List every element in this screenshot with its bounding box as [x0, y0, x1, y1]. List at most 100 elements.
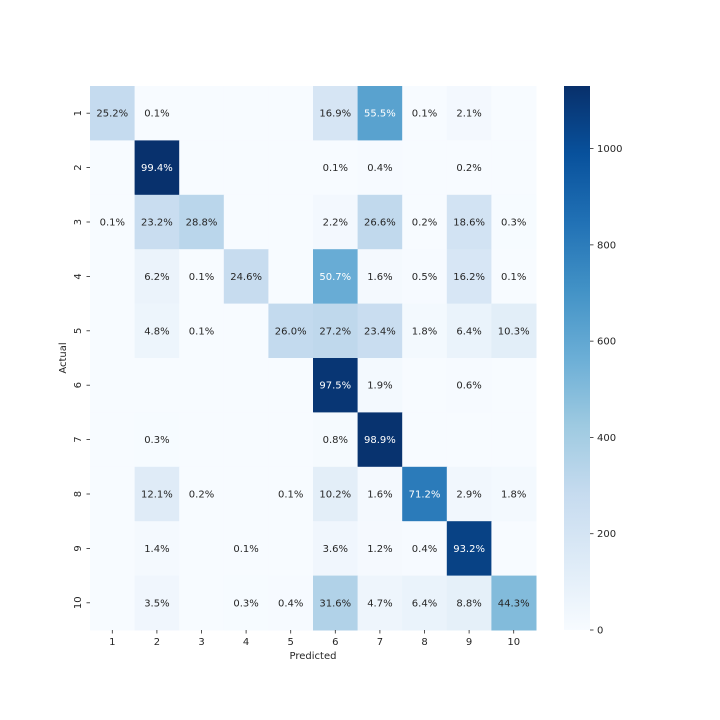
heatmap-cell — [90, 194, 136, 250]
cell-value-label: 71.2% — [409, 490, 441, 501]
heatmap-cell — [357, 358, 403, 413]
heatmap-cell — [134, 412, 180, 468]
cell-value-label: 1.9% — [367, 381, 392, 392]
cell-value-label: 6.4% — [456, 326, 481, 337]
heatmap-cell — [268, 303, 314, 359]
cell-value-label: 0.5% — [412, 272, 437, 283]
y-tick-label: 6 — [73, 382, 84, 388]
cell-value-label: 0.1% — [189, 326, 214, 337]
heatmap-cell — [402, 412, 448, 468]
heatmap-cell — [90, 412, 136, 468]
heatmap-cell — [90, 249, 136, 305]
heatmap-cell — [491, 412, 537, 468]
cell-value-label: 26.0% — [275, 326, 307, 337]
heatmap-cell — [179, 466, 225, 522]
heatmap-cell — [134, 575, 180, 631]
heatmap-cell — [313, 575, 359, 631]
cell-value-label: 93.2% — [453, 544, 485, 555]
cell-value-label: 0.1% — [100, 218, 125, 229]
heatmap-cell — [179, 86, 225, 141]
colorbar-tick-label: 200 — [597, 529, 616, 540]
heatmap-cell — [90, 86, 136, 141]
heatmap-cell — [313, 86, 359, 141]
colorbar-tick-label: 800 — [597, 240, 616, 251]
x-tick-label: 5 — [288, 637, 294, 648]
cell-value-label: 27.2% — [319, 326, 351, 337]
heatmap-cell — [402, 303, 448, 359]
heatmap-cell — [179, 575, 225, 631]
heatmap-cell — [446, 466, 492, 522]
heatmap-cell — [268, 86, 314, 141]
cell-value-label: 0.1% — [323, 163, 348, 174]
cell-value-label: 0.1% — [412, 109, 437, 120]
heatmap-cell — [90, 521, 136, 577]
heatmap-cell — [313, 466, 359, 522]
y-tick-label: 3 — [73, 219, 84, 225]
colorbar-tick-label: 1000 — [597, 144, 622, 155]
heatmap-cell — [491, 303, 537, 359]
heatmap-cell — [491, 140, 537, 196]
heatmap-cell — [268, 194, 314, 250]
heatmap-cell — [446, 412, 492, 468]
heatmap-cell — [134, 521, 180, 577]
heatmap-cell — [134, 466, 180, 522]
heatmap-cell — [313, 358, 359, 413]
cell-value-label: 97.5% — [319, 381, 351, 392]
heatmap-cell — [446, 358, 492, 413]
heatmap-cell — [313, 521, 359, 577]
heatmap-cell — [223, 521, 269, 577]
cell-value-label: 16.2% — [453, 272, 485, 283]
heatmap-cell — [313, 249, 359, 305]
cell-value-label: 44.3% — [498, 598, 530, 609]
heatmap-cell — [179, 194, 225, 250]
y-tick-label: 7 — [73, 436, 84, 442]
cell-value-label: 10.3% — [498, 326, 530, 337]
heatmap-cell — [402, 521, 448, 577]
heatmap-cell — [491, 575, 537, 631]
heatmap-cell — [491, 521, 537, 577]
heatmap-cell — [402, 249, 448, 305]
heatmap-cell — [313, 140, 359, 196]
heatmap-cell — [268, 575, 314, 631]
cell-value-label: 0.1% — [144, 109, 169, 120]
x-tick-label: 4 — [243, 637, 249, 648]
cell-value-label: 6.4% — [412, 598, 437, 609]
heatmap-cell — [90, 358, 136, 413]
heatmap-cell — [179, 412, 225, 468]
heatmap-cell — [491, 466, 537, 522]
heatmap-cell — [134, 249, 180, 305]
heatmap-cell — [223, 358, 269, 413]
cell-value-label: 2.1% — [456, 109, 481, 120]
heatmap-cell — [402, 358, 448, 413]
cell-value-label: 25.2% — [96, 109, 128, 120]
cell-value-label: 1.8% — [501, 490, 526, 501]
cell-value-label: 8.8% — [456, 598, 481, 609]
heatmap-cell — [134, 358, 180, 413]
heatmap-cell — [313, 412, 359, 468]
x-tick-label: 9 — [466, 637, 472, 648]
y-axis-ticks: 1 2 3 4 5 6 7 8 9 10 — [73, 110, 90, 609]
y-tick-label: 10 — [73, 596, 84, 609]
cell-value-label: 0.1% — [278, 490, 303, 501]
heatmap-cell — [223, 575, 269, 631]
heatmap-cell — [223, 249, 269, 305]
cell-value-label: 0.1% — [189, 272, 214, 283]
cell-value-label: 0.4% — [278, 598, 303, 609]
cell-value-label: 0.3% — [233, 598, 258, 609]
cell-value-label: 31.6% — [319, 598, 351, 609]
y-tick-label: 1 — [73, 110, 84, 116]
x-tick-label: 1 — [109, 637, 115, 648]
cell-value-label: 4.7% — [367, 598, 392, 609]
cell-value-label: 16.9% — [319, 109, 351, 120]
cell-value-label: 3.6% — [323, 544, 348, 555]
heatmap-cell — [357, 466, 403, 522]
heatmap-cell — [313, 303, 359, 359]
cell-value-label: 0.1% — [501, 272, 526, 283]
heatmap-cell — [446, 140, 492, 196]
cell-value-label: 50.7% — [319, 272, 351, 283]
cell-value-label: 26.6% — [364, 218, 396, 229]
colorbar-tick-label: 0 — [597, 626, 603, 637]
heatmap-cell — [357, 249, 403, 305]
cell-value-label: 23.4% — [364, 326, 396, 337]
